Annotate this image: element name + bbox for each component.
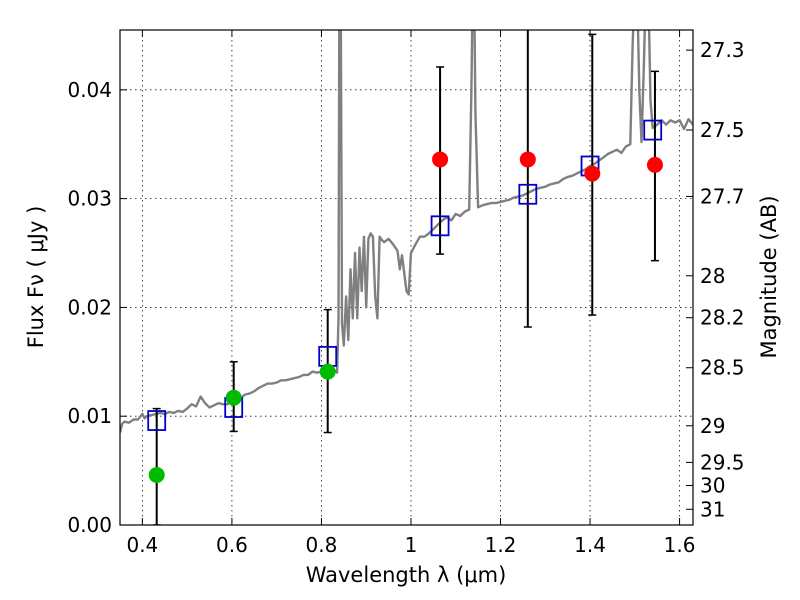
model-point bbox=[518, 183, 538, 205]
magnitude-tick-label: 27.3 bbox=[700, 38, 745, 62]
magnitude-axis-label: Magnitude (AB) bbox=[757, 195, 781, 358]
observed-point-layer bbox=[148, 151, 663, 483]
magnitude-tick-label: 27.7 bbox=[700, 184, 745, 208]
magnitude-tick-label: 27.5 bbox=[700, 118, 745, 142]
y-axis-label: Flux Fν ( μJy ) bbox=[24, 206, 48, 349]
model-point bbox=[147, 410, 167, 431]
x-tick-label: 0.4 bbox=[126, 533, 158, 557]
y-tick-label: 0.04 bbox=[67, 78, 112, 102]
plot-frame bbox=[119, 29, 694, 526]
x-tick-label: 0.8 bbox=[306, 533, 338, 557]
observed-point-green bbox=[148, 466, 165, 483]
y-tick-label: 0.02 bbox=[67, 295, 112, 319]
model-point bbox=[643, 119, 663, 141]
template-spectrum-line bbox=[120, 30, 693, 433]
observed-point-red bbox=[584, 165, 601, 182]
grid bbox=[120, 30, 693, 525]
magnitude-tick-label: 29 bbox=[700, 414, 725, 438]
y-tick-label: 0.00 bbox=[67, 513, 112, 537]
observed-point-red bbox=[646, 156, 663, 173]
template-spectrum-layer bbox=[120, 30, 693, 433]
model-point bbox=[430, 215, 450, 237]
magnitude-tick-label: 28 bbox=[700, 264, 725, 288]
observed-point-red bbox=[519, 151, 536, 168]
magnitude-tick-label: 28.5 bbox=[700, 356, 745, 380]
x-axis-label: Wavelength λ (μm) bbox=[306, 563, 507, 587]
errorbar-layer bbox=[152, 30, 659, 525]
x-tick-label: 1.6 bbox=[664, 533, 696, 557]
y-axis-ticks: 0.00 0.01 0.02 0.03 0.04 bbox=[67, 78, 127, 537]
y-tick-label: 0.01 bbox=[67, 404, 112, 428]
y-tick-label: 0.03 bbox=[67, 187, 112, 211]
observed-point-red bbox=[432, 151, 449, 168]
magnitude-tick-label: 29.5 bbox=[700, 450, 745, 474]
x-tick-label: 1.2 bbox=[485, 533, 517, 557]
x-tick-label: 0.6 bbox=[216, 533, 248, 557]
magnitude-tick-label: 28.2 bbox=[700, 306, 745, 330]
magnitude-tick-label: 30 bbox=[700, 474, 725, 498]
x-tick-label: 1.4 bbox=[574, 533, 606, 557]
magnitude-tick-label: 31 bbox=[700, 497, 725, 521]
x-tick-label: 1 bbox=[405, 533, 418, 557]
x-axis-ticks: 0.4 0.6 0.8 1 1.2 1.4 1.6 bbox=[126, 30, 695, 557]
observed-point-green bbox=[225, 389, 242, 406]
observed-point-green bbox=[319, 363, 336, 380]
